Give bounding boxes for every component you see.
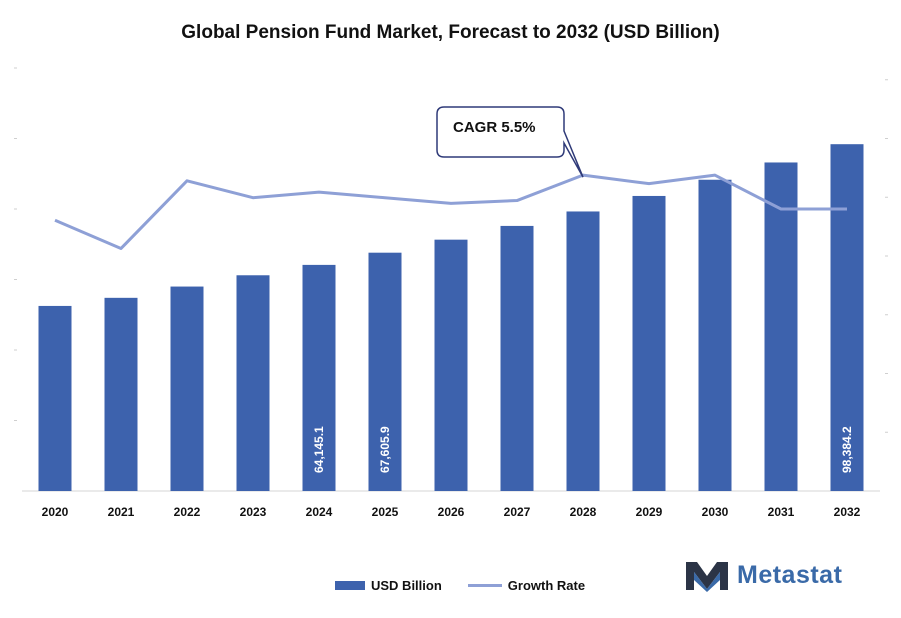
bar-2026 <box>434 239 468 491</box>
x-tick-2031: 2031 <box>768 505 795 519</box>
bar-2032 <box>830 144 864 492</box>
bar-2021 <box>104 297 138 491</box>
x-tick-2024: 2024 <box>306 505 333 519</box>
bar-2029 <box>632 195 666 491</box>
bar-label-2025: 67,605.9 <box>378 426 392 473</box>
legend: USD Billion Growth Rate <box>335 578 611 593</box>
bar-series <box>38 144 864 492</box>
y-axis-left <box>14 67 17 421</box>
bar-label-2024: 64,145.1 <box>312 426 326 473</box>
x-tick-2030: 2030 <box>702 505 729 519</box>
legend-item-usd-billion: USD Billion <box>335 578 442 593</box>
x-tick-2026: 2026 <box>438 505 465 519</box>
x-tick-2020: 2020 <box>42 505 69 519</box>
bar-2025 <box>368 252 402 491</box>
y-axis-right <box>885 79 888 433</box>
bar-data-labels: 64,145.1 67,605.9 98,384.2 <box>312 426 854 473</box>
legend-label-growth-rate: Growth Rate <box>507 578 586 593</box>
bar-2020 <box>38 305 72 491</box>
bar-2024 <box>302 264 336 491</box>
x-tick-2022: 2022 <box>174 505 201 519</box>
legend-swatch-line <box>467 584 502 587</box>
growth-rate-line <box>54 173 847 250</box>
cagr-callout: CAGR 5.5% <box>436 106 584 178</box>
x-axis-ticks: 2020 2021 2022 2023 2024 2025 2026 2027 2028 2029… <box>42 505 861 519</box>
bar-2031 <box>764 162 798 491</box>
legend-item-growth-rate: Growth Rate <box>467 578 586 593</box>
x-tick-2027: 2027 <box>504 505 531 519</box>
legend-swatch-bar <box>335 581 365 590</box>
chart-title: Global Pension Fund Market, Forecast to … <box>181 22 720 43</box>
bar-label-2032: 98,384.2 <box>840 426 854 473</box>
x-tick-2021: 2021 <box>108 505 135 519</box>
cagr-callout-box <box>436 106 584 178</box>
x-tick-2029: 2029 <box>636 505 663 519</box>
metastat-logo-icon <box>686 562 728 592</box>
cagr-callout-text: CAGR 5.5% <box>453 119 536 136</box>
x-tick-2023: 2023 <box>240 505 267 519</box>
x-tick-2025: 2025 <box>372 505 399 519</box>
brand-name: Metastat <box>737 560 843 589</box>
bar-2030 <box>698 179 732 491</box>
x-tick-2028: 2028 <box>570 505 597 519</box>
bar-2022 <box>170 286 204 491</box>
brand-logo: Metastat <box>683 558 842 592</box>
bar-2028 <box>566 211 600 491</box>
legend-label-usd-billion: USD Billion <box>371 578 442 593</box>
x-tick-2032: 2032 <box>834 505 861 519</box>
bar-2027 <box>500 225 534 492</box>
bar-2023 <box>236 275 270 491</box>
